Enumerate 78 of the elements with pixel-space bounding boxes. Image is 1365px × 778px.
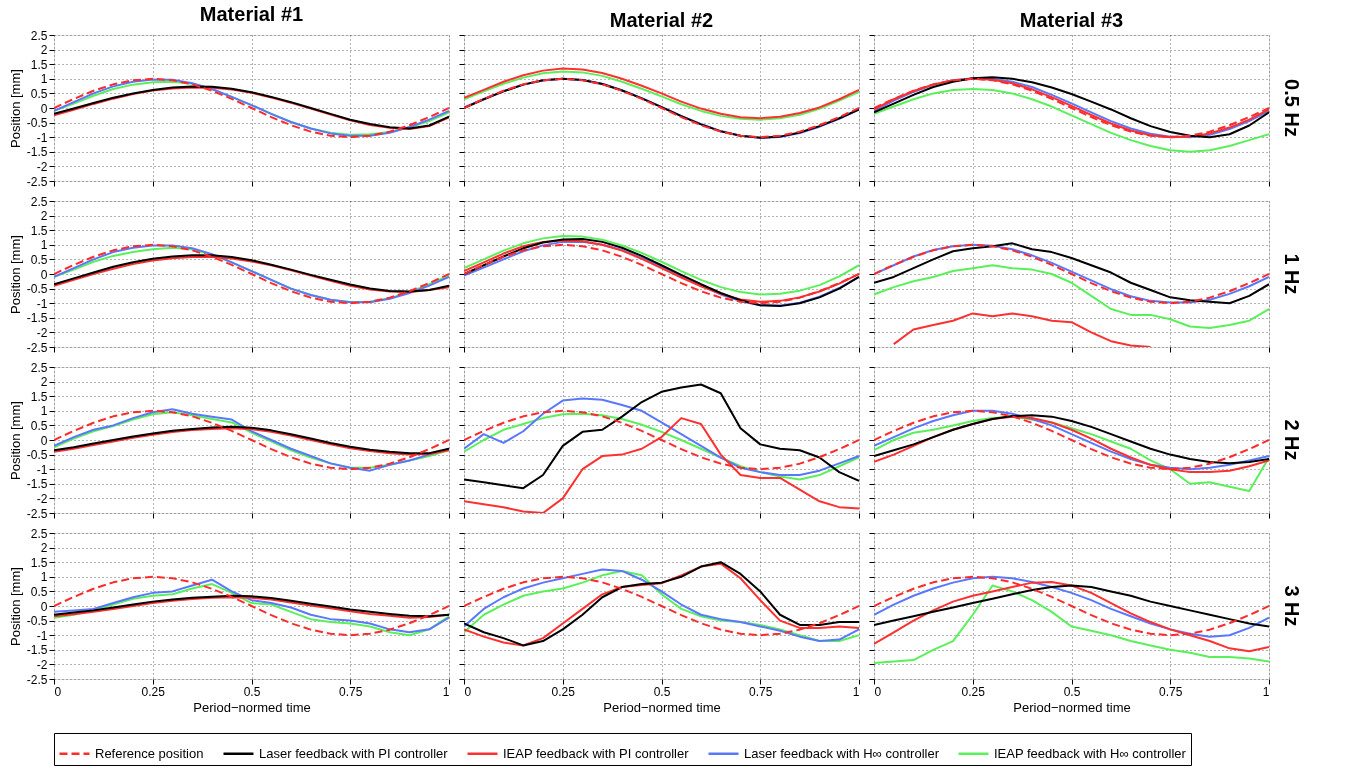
y-tick-label: 2.5	[30, 28, 48, 43]
y-tick-label: 2.5	[30, 194, 48, 209]
x-tick-label: 1	[1262, 684, 1270, 699]
y-axis-title: Position [mm]	[7, 567, 23, 646]
y-tick-label: -2	[36, 657, 48, 672]
y-tick-label: -1	[36, 628, 48, 643]
y-tick-label: 0	[40, 267, 48, 282]
x-tick-label: 0.25	[961, 684, 986, 699]
y-tick-label: -0.5	[26, 448, 48, 463]
y-tick-label: 1	[40, 570, 48, 585]
x-tick-label: 0.5	[1063, 684, 1081, 699]
y-tick-label: 0	[40, 599, 48, 614]
legend-label: IEAP feedback with H∞ controller	[994, 745, 1187, 761]
chart-title: Material #1	[199, 3, 304, 25]
x-tick-label: 0	[464, 684, 472, 699]
x-tick-label: 1	[852, 684, 860, 699]
y-tick-label: -2.5	[26, 174, 48, 189]
y-tick-label: 2.5	[30, 526, 48, 541]
y-tick-label: -1.5	[26, 145, 48, 160]
y-tick-label: 2.5	[30, 360, 48, 375]
y2-axis-title: 2 Hz	[1281, 419, 1303, 461]
y-axis-title: Position [mm]	[7, 401, 23, 480]
x-tick-label: 0.5	[243, 684, 261, 699]
y-tick-label: -1.5	[26, 311, 48, 326]
legend-label: Reference position	[95, 745, 204, 761]
x-axis-title: Period−normed time	[193, 699, 311, 715]
x-tick-label: 0	[54, 684, 62, 699]
y-tick-label: 1	[40, 72, 48, 87]
y-tick-label: -1	[36, 130, 48, 145]
x-tick-label: 1	[442, 684, 450, 699]
y2-axis-title: 3 Hz	[1281, 585, 1303, 627]
x-tick-label: 0.75	[339, 684, 363, 699]
y-tick-label: 1	[40, 238, 48, 253]
x-tick-label: 0.5	[653, 684, 671, 699]
legend-label: IEAP feedback with PI controller	[503, 745, 690, 761]
y-tick-label: -1	[36, 296, 48, 311]
y-tick-label: 1.5	[30, 389, 48, 404]
y-axis-title: Position [mm]	[7, 235, 23, 314]
chart-title: Material #2	[609, 8, 714, 31]
y-tick-label: 1.5	[30, 57, 48, 72]
x-tick-label: 0.75	[1159, 684, 1183, 699]
y-tick-label: 0.5	[30, 418, 48, 433]
legend-label: Laser feedback with PI controller	[259, 745, 449, 761]
y-tick-label: -2.5	[26, 506, 48, 521]
y-axis-title: Position [mm]	[7, 69, 23, 148]
y-tick-label: 2	[40, 375, 48, 390]
y-tick-label: -2.5	[26, 340, 48, 355]
y-tick-label: -0.5	[26, 282, 48, 297]
y-tick-label: -2	[36, 491, 48, 506]
y-tick-label: 0.5	[30, 252, 48, 267]
chart-title: Material #3	[1019, 8, 1124, 31]
y-tick-label: 0.5	[30, 584, 48, 599]
y-tick-label: -2.5	[26, 672, 48, 687]
y2-axis-title: 0.5 Hz	[1281, 79, 1303, 137]
x-tick-label: 0.75	[749, 684, 773, 699]
y-tick-label: 0	[40, 101, 48, 116]
y-tick-label: 2	[40, 43, 48, 58]
y-tick-label: 1	[40, 404, 48, 419]
x-axis-title: Period−normed time	[603, 699, 721, 715]
y-tick-label: -1.5	[26, 643, 48, 658]
y-tick-label: -1.5	[26, 477, 48, 492]
y-tick-label: 2	[40, 209, 48, 224]
y-tick-label: 2	[40, 541, 48, 556]
legend-label: Laser feedback with H∞ controller	[744, 745, 940, 761]
y-tick-label: -0.5	[26, 116, 48, 131]
y-tick-label: -0.5	[26, 614, 48, 629]
y-tick-label: 1.5	[30, 223, 48, 238]
y-tick-label: -2	[36, 159, 48, 174]
y-tick-label: 1.5	[30, 555, 48, 570]
y-tick-label: 0.5	[30, 86, 48, 101]
y-tick-label: -1	[36, 462, 48, 477]
x-tick-label: 0.25	[141, 684, 166, 699]
x-tick-label: 0	[874, 684, 882, 699]
x-axis-title: Period−normed time	[1013, 699, 1131, 715]
y-tick-label: 0	[40, 433, 48, 448]
x-tick-label: 0.25	[551, 684, 576, 699]
y-tick-label: -2	[36, 325, 48, 340]
y2-axis-title: 1 Hz	[1281, 253, 1303, 295]
